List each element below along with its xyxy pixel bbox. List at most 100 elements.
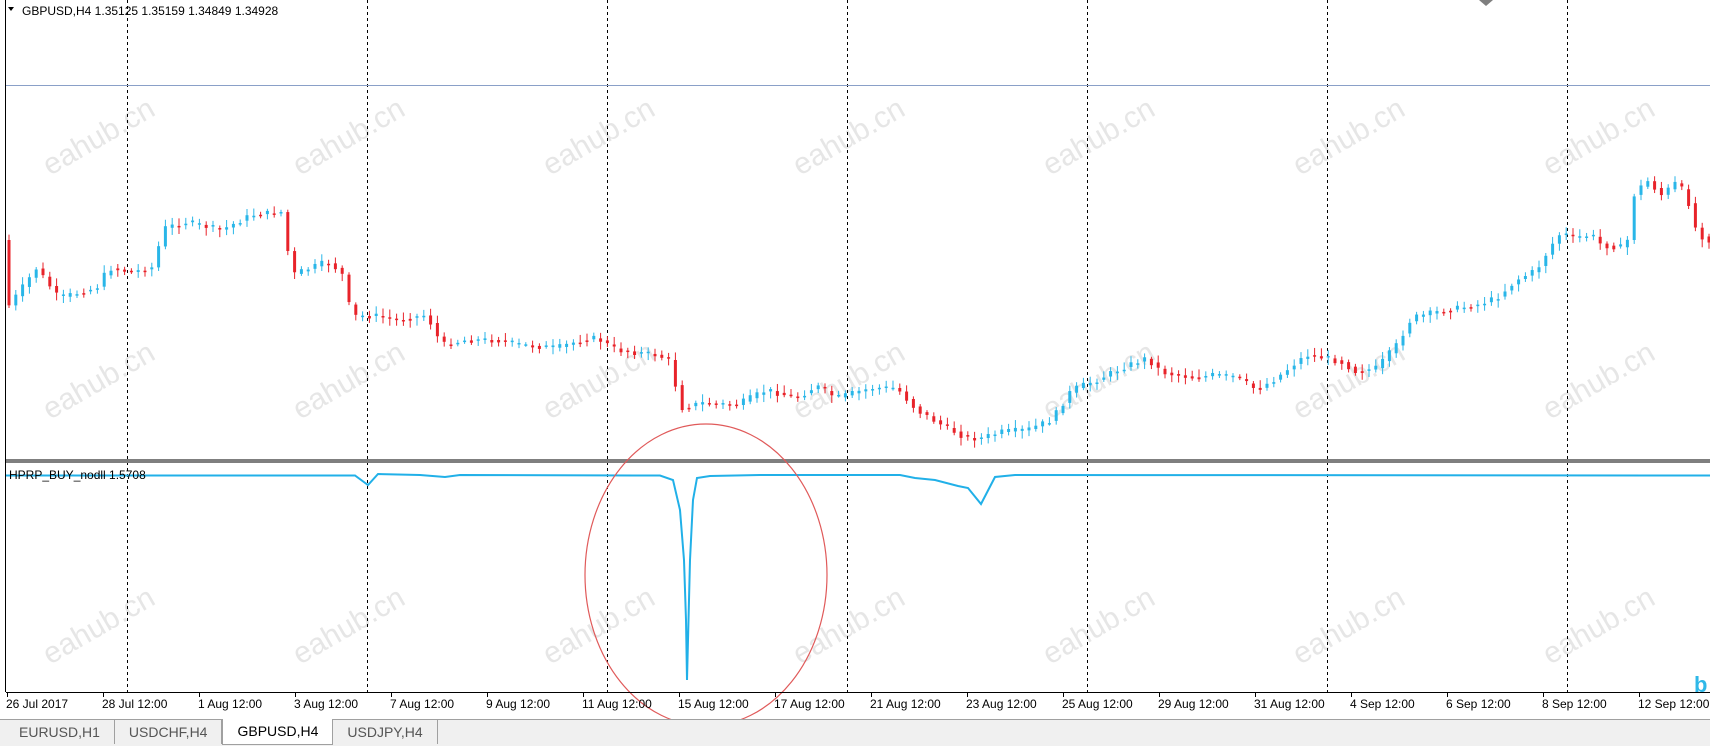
candle-up	[1211, 372, 1215, 377]
candle-down	[1238, 376, 1242, 379]
candle-up	[238, 223, 242, 225]
candle-up	[1387, 350, 1391, 362]
candle-up	[1102, 377, 1106, 380]
candle-down	[932, 416, 936, 422]
candle-up	[1619, 244, 1623, 247]
candle-up	[476, 339, 480, 341]
candle-up	[1279, 374, 1283, 380]
candle-up	[197, 223, 201, 225]
candle-up	[843, 393, 847, 398]
candle-down	[293, 251, 297, 273]
candle-up	[150, 267, 154, 270]
candlestick-series	[7, 176, 1710, 448]
candle-down	[1313, 355, 1317, 357]
candle-up	[109, 270, 113, 276]
candle-up	[1496, 299, 1500, 301]
candle-down	[952, 428, 956, 433]
candle-up	[191, 220, 195, 223]
candle-up	[1557, 235, 1561, 244]
candle-up	[524, 344, 528, 346]
candle-up	[225, 227, 229, 230]
main-chart-header: GBPUSD,H4 1.35125 1.35159 1.34849 1.3492…	[22, 4, 279, 18]
candle-down	[347, 274, 351, 303]
candle-up	[1639, 185, 1643, 195]
candle-down	[388, 317, 392, 319]
candle-down	[259, 214, 263, 217]
tab-usdchf-h4[interactable]: USDCHF,H4	[115, 720, 223, 744]
candle-down	[796, 396, 800, 399]
candle-down	[1163, 368, 1167, 375]
candle-up	[306, 269, 310, 272]
candle-down	[395, 318, 399, 321]
tab-usdjpy-h4[interactable]: USDJPY,H4	[333, 720, 438, 744]
candle-up	[721, 403, 725, 405]
candle-up	[884, 386, 888, 389]
candle-up	[1054, 410, 1058, 421]
candle-up	[456, 342, 460, 345]
candle-down	[728, 404, 732, 406]
candle-down	[1353, 366, 1357, 373]
tab-gbpusd-h4[interactable]: GBPUSD,H4	[222, 719, 334, 745]
time-tick-label: 1 Aug 12:00	[198, 697, 262, 711]
candle-down	[1449, 310, 1453, 313]
candle-up	[1585, 236, 1589, 238]
time-tick-label: 7 Aug 12:00	[390, 697, 454, 711]
candle-up	[1095, 382, 1099, 385]
time-tick-label: 15 Aug 12:00	[678, 697, 749, 711]
candle-up	[1088, 382, 1092, 386]
candle-up	[21, 284, 25, 297]
symbol-tab-bar: EURUSD,H1 USDCHF,H4 GBPUSD,H4 USDJPY,H4	[0, 719, 1710, 746]
time-tick-label: 8 Sep 12:00	[1542, 697, 1607, 711]
candle-down	[667, 357, 671, 359]
candle-up	[1673, 181, 1677, 190]
candle-up	[320, 260, 324, 267]
candle-up	[1000, 429, 1004, 434]
candle-up	[1047, 423, 1051, 425]
chart-shift-marker-icon[interactable]	[1479, 0, 1493, 6]
candle-up	[61, 294, 65, 296]
candle-up	[755, 392, 759, 399]
candle-up	[1476, 304, 1480, 307]
candle-up	[1455, 305, 1459, 310]
candle-up	[850, 390, 854, 396]
candle-up	[986, 434, 990, 438]
candle-up	[252, 215, 256, 218]
candle-up	[1034, 425, 1038, 430]
candle-down	[41, 268, 45, 276]
candle-up	[163, 226, 167, 247]
candle-down	[497, 340, 501, 343]
dropdown-triangle-icon[interactable]	[8, 7, 14, 11]
time-tick-label: 3 Aug 12:00	[294, 697, 358, 711]
time-tick-label: 11 Aug 12:00	[582, 697, 652, 711]
time-tick-label: 17 Aug 12:00	[774, 697, 845, 711]
candle-up	[1408, 322, 1412, 334]
tab-eurusd-h1[interactable]: EURUSD,H1	[5, 720, 115, 744]
candle-down	[1442, 311, 1446, 314]
candle-up	[1632, 196, 1636, 240]
candle-down	[218, 228, 222, 230]
candle-down	[918, 406, 922, 414]
candle-down	[633, 351, 637, 356]
candle-down	[177, 225, 181, 228]
candle-down	[707, 403, 711, 405]
candle-up	[1115, 371, 1119, 374]
candle-up	[75, 294, 79, 296]
candle-up	[979, 437, 983, 439]
candle-up	[816, 385, 820, 390]
candle-down	[945, 424, 949, 426]
candle-up	[1428, 310, 1432, 316]
candle-down	[123, 269, 127, 272]
candle-down	[490, 340, 494, 343]
pane-separator[interactable]	[6, 459, 1710, 463]
candle-down	[1687, 189, 1691, 206]
candle-down	[1258, 387, 1262, 390]
candle-up	[517, 342, 521, 345]
candle-down	[7, 240, 11, 306]
candle-down	[503, 340, 507, 342]
candle-up	[1544, 255, 1548, 266]
candle-up	[1306, 356, 1310, 359]
candle-up	[361, 315, 365, 318]
candle-down	[1245, 379, 1249, 382]
candle-up	[1462, 307, 1466, 310]
